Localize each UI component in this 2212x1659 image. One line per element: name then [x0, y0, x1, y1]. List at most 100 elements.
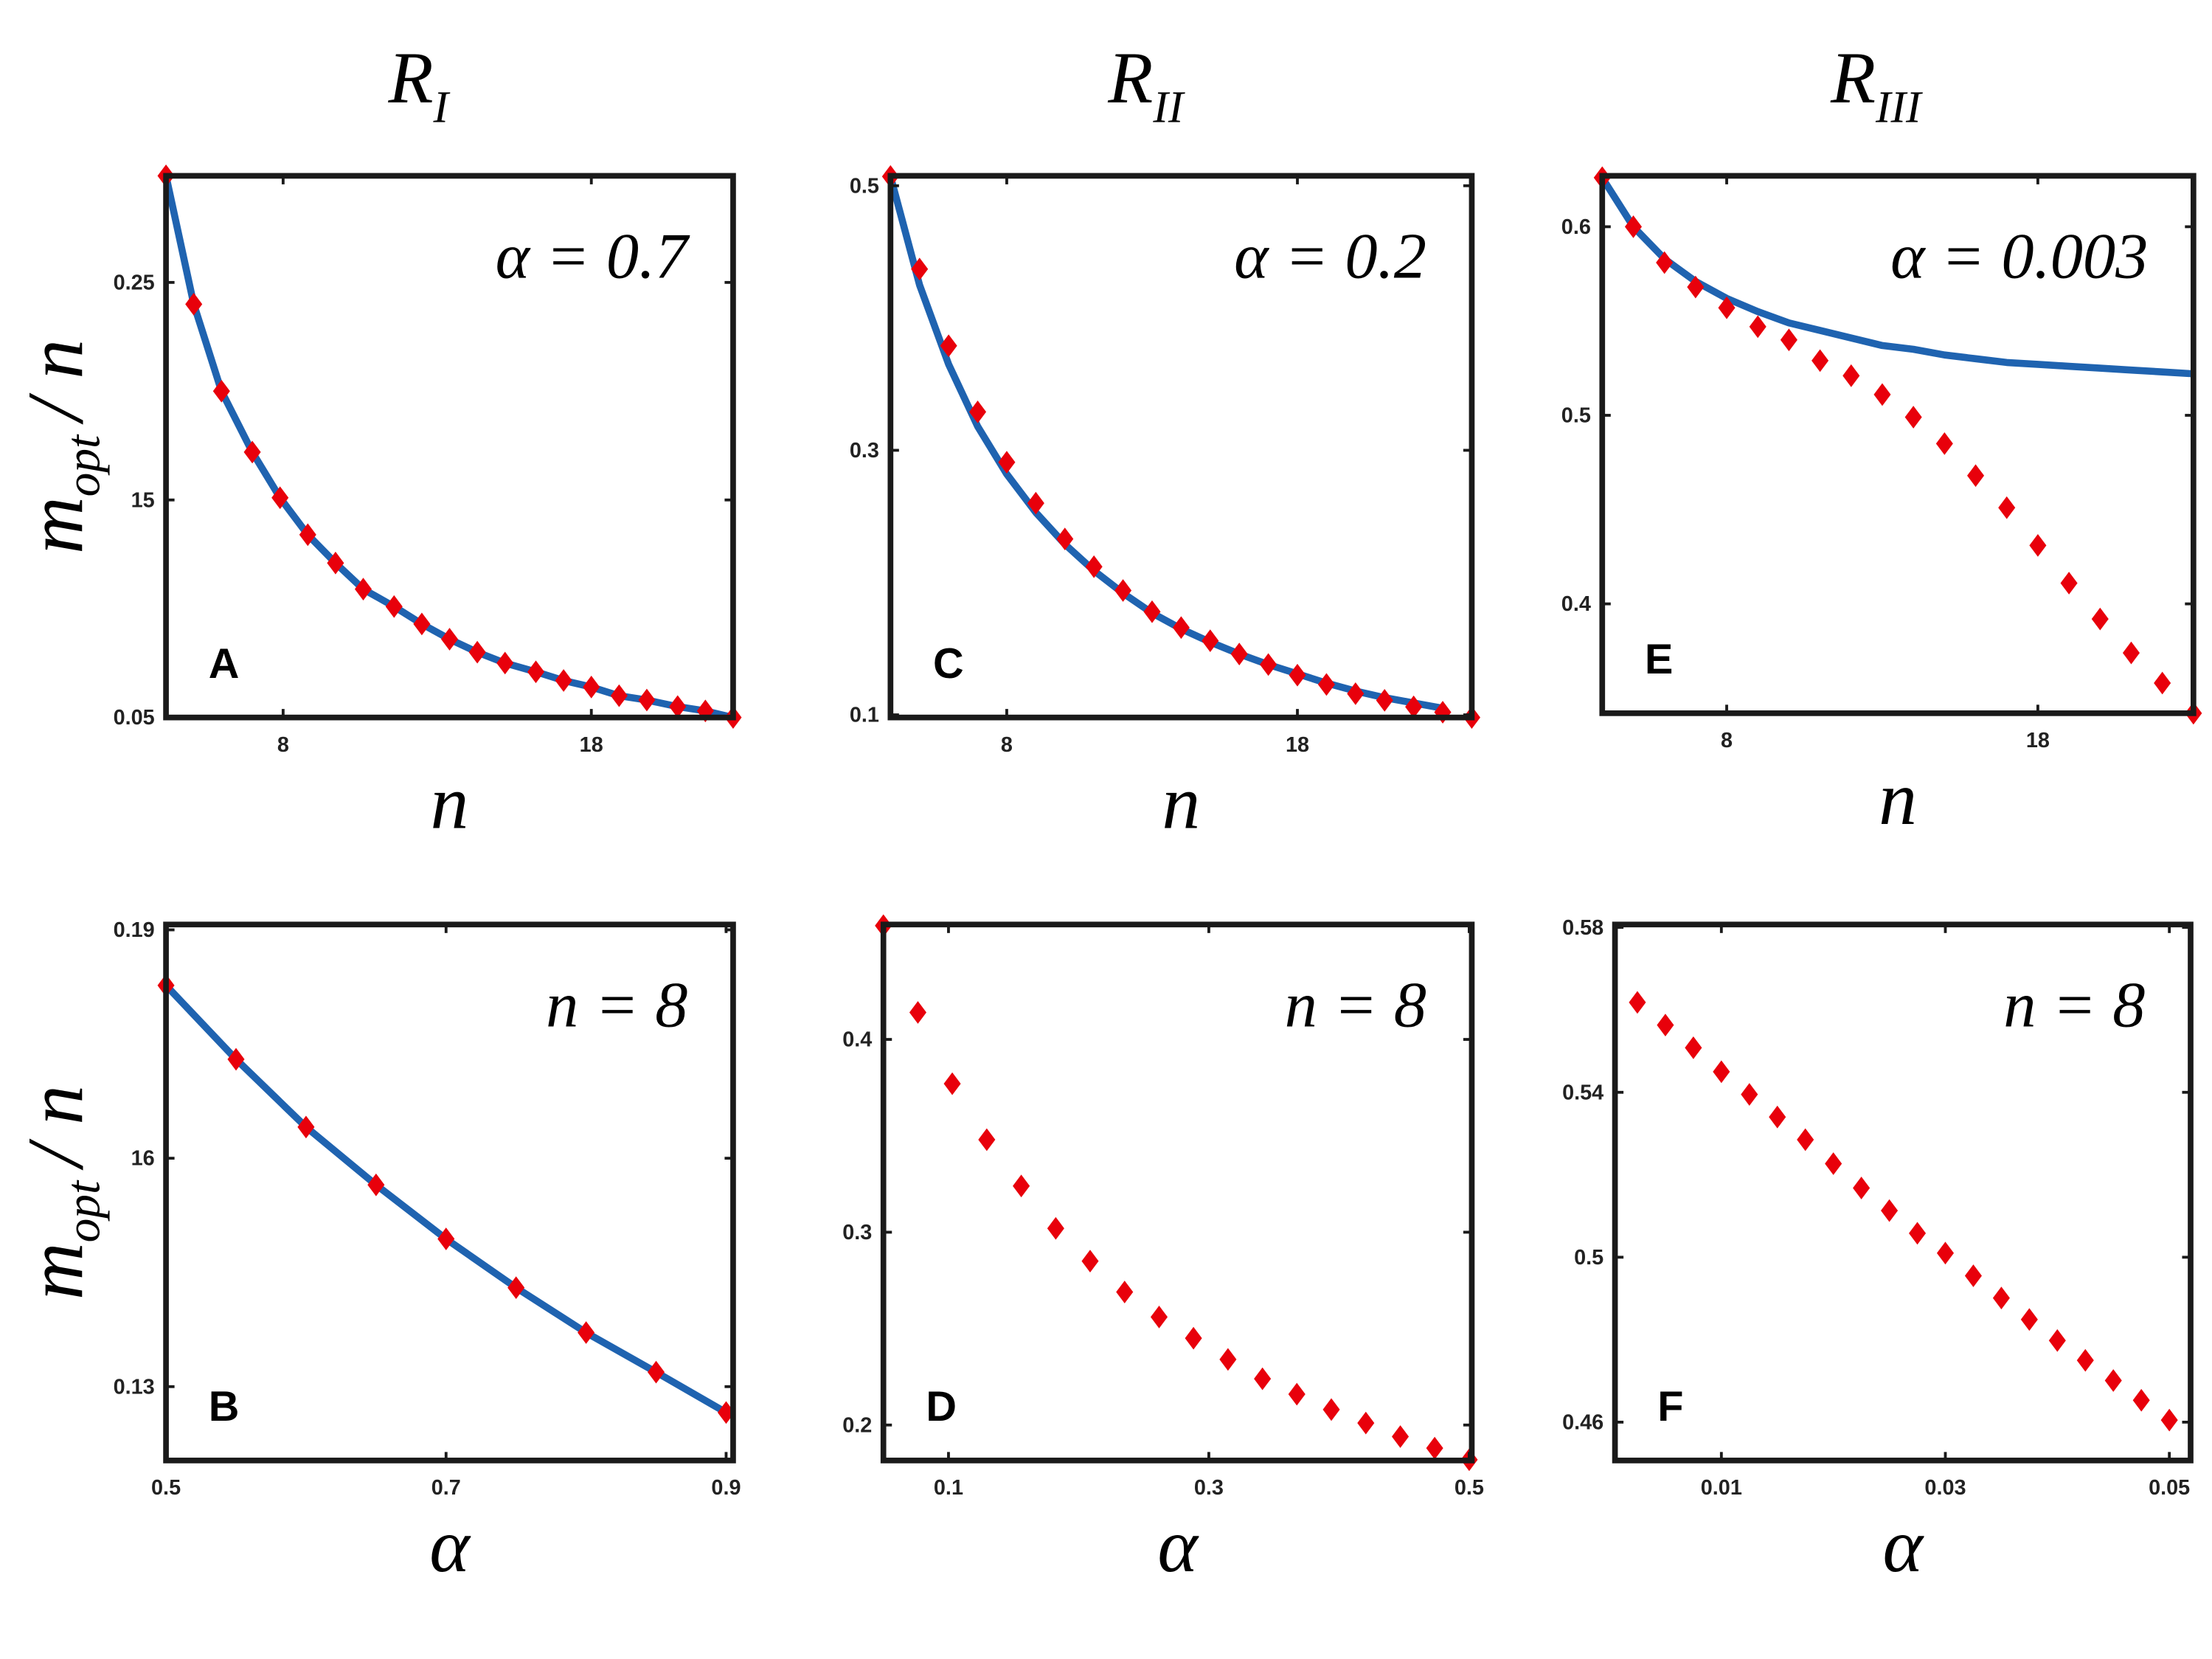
y-tick-label: 0.19 — [114, 918, 155, 942]
y-tick-label: 16 — [131, 1147, 155, 1171]
marker — [1998, 496, 2016, 519]
x-tick-label: 18 — [2026, 729, 2050, 752]
y-tick-label: 0.4 — [1561, 592, 1591, 616]
annotation: α = 0.7 — [496, 221, 691, 293]
marker — [1908, 1222, 1927, 1245]
annotation: α = 0.003 — [1890, 221, 2148, 293]
marker — [1150, 1306, 1168, 1329]
marker — [440, 628, 459, 651]
marker — [648, 1360, 665, 1384]
y-tick-label: 0.13 — [114, 1375, 155, 1399]
x-axis-label: α — [1157, 1504, 1199, 1588]
marker — [297, 1115, 315, 1139]
marker — [1376, 688, 1393, 712]
marker — [1426, 1436, 1443, 1460]
marker — [1254, 1367, 1272, 1390]
x-tick-label: 0.3 — [1194, 1476, 1224, 1500]
marker — [1685, 1036, 1702, 1059]
title-subscript: III — [1875, 82, 1923, 132]
y-tick-label: 15 — [131, 488, 155, 512]
marker — [1629, 991, 1646, 1014]
marker — [1081, 1250, 1099, 1273]
panel-letter: F — [1657, 1383, 1683, 1430]
x-tick-label: 18 — [1286, 733, 1309, 757]
plot-frame — [1612, 921, 2194, 1464]
marker — [555, 669, 572, 692]
marker — [1027, 491, 1044, 515]
marker — [2154, 671, 2171, 695]
panel-letter: E — [1645, 636, 1673, 683]
plot-frame — [887, 173, 1475, 721]
y-tick-label: 0.2 — [842, 1413, 872, 1437]
y-tick-label: 0.54 — [1562, 1081, 1603, 1104]
y-tick-label: 0.6 — [1561, 215, 1591, 239]
marker — [1769, 1105, 1786, 1129]
marker — [385, 595, 403, 618]
x-tick-label: 0.5 — [151, 1476, 181, 1500]
x-tick-label: 8 — [1001, 733, 1013, 757]
title-subscript: II — [1152, 82, 1185, 132]
marker — [2020, 1308, 2038, 1331]
x-tick-label: 18 — [580, 733, 603, 757]
x-tick-label: 0.01 — [1701, 1476, 1742, 1500]
marker — [327, 551, 344, 575]
annotation: n = 8 — [546, 969, 687, 1042]
marker — [1116, 1281, 1134, 1303]
y-label-main: m — [13, 1242, 100, 1300]
x-tick-label: 0.9 — [711, 1476, 741, 1500]
marker — [2091, 607, 2109, 631]
x-axis-label: α — [1883, 1504, 1925, 1588]
marker — [2132, 1388, 2150, 1412]
y-label-rest: / n — [13, 1085, 100, 1171]
marker — [978, 1128, 996, 1151]
y-tick-label: 0.5 — [850, 174, 879, 198]
column-title: RIII — [1830, 36, 1923, 132]
marker — [943, 1072, 961, 1095]
marker — [1992, 1286, 2010, 1310]
y-label-main: m — [13, 496, 100, 554]
panel-letter: B — [209, 1383, 240, 1430]
marker — [1047, 1216, 1064, 1240]
marker — [1202, 629, 1219, 653]
marker — [1966, 464, 1985, 488]
marker — [1013, 1174, 1030, 1198]
y-label-subscript: opt — [58, 434, 111, 496]
marker — [1881, 1199, 1899, 1222]
y-tick-label: 0.1 — [850, 704, 879, 727]
x-axis-label: n — [1879, 757, 1917, 841]
title-subscript: I — [433, 82, 451, 132]
x-tick-label: 0.05 — [2149, 1476, 2190, 1500]
marker — [1936, 1241, 1955, 1265]
marker — [1056, 527, 1074, 550]
marker — [1825, 1152, 1842, 1175]
x-tick-label: 0.5 — [1455, 1476, 1484, 1500]
marker — [909, 1001, 927, 1024]
x-tick-label: 0.1 — [934, 1476, 963, 1500]
marker — [527, 660, 545, 684]
marker — [2060, 572, 2078, 595]
marker — [1357, 1411, 1375, 1435]
marker — [496, 651, 514, 675]
curve — [163, 983, 728, 1416]
plot-frame — [1599, 173, 2197, 716]
marker — [1085, 555, 1103, 578]
title-main: R — [387, 36, 433, 118]
y-tick-label: 0.3 — [850, 439, 879, 463]
marker — [1260, 653, 1277, 676]
marker — [2160, 1408, 2178, 1432]
marker — [1230, 643, 1248, 665]
marker — [2122, 641, 2140, 665]
marker — [610, 684, 628, 707]
marker — [583, 675, 600, 699]
x-tick-label: 8 — [277, 733, 289, 757]
panel-letter: A — [209, 640, 240, 688]
marker — [2048, 1329, 2066, 1352]
marker — [1873, 383, 1891, 406]
x-axis-label: n — [1162, 761, 1200, 845]
marker — [1780, 328, 1797, 352]
marker — [212, 379, 230, 403]
marker — [1797, 1128, 1814, 1151]
column-title: RII — [1107, 36, 1185, 132]
marker — [1657, 1014, 1674, 1037]
y-label-rest: / n — [13, 339, 100, 425]
